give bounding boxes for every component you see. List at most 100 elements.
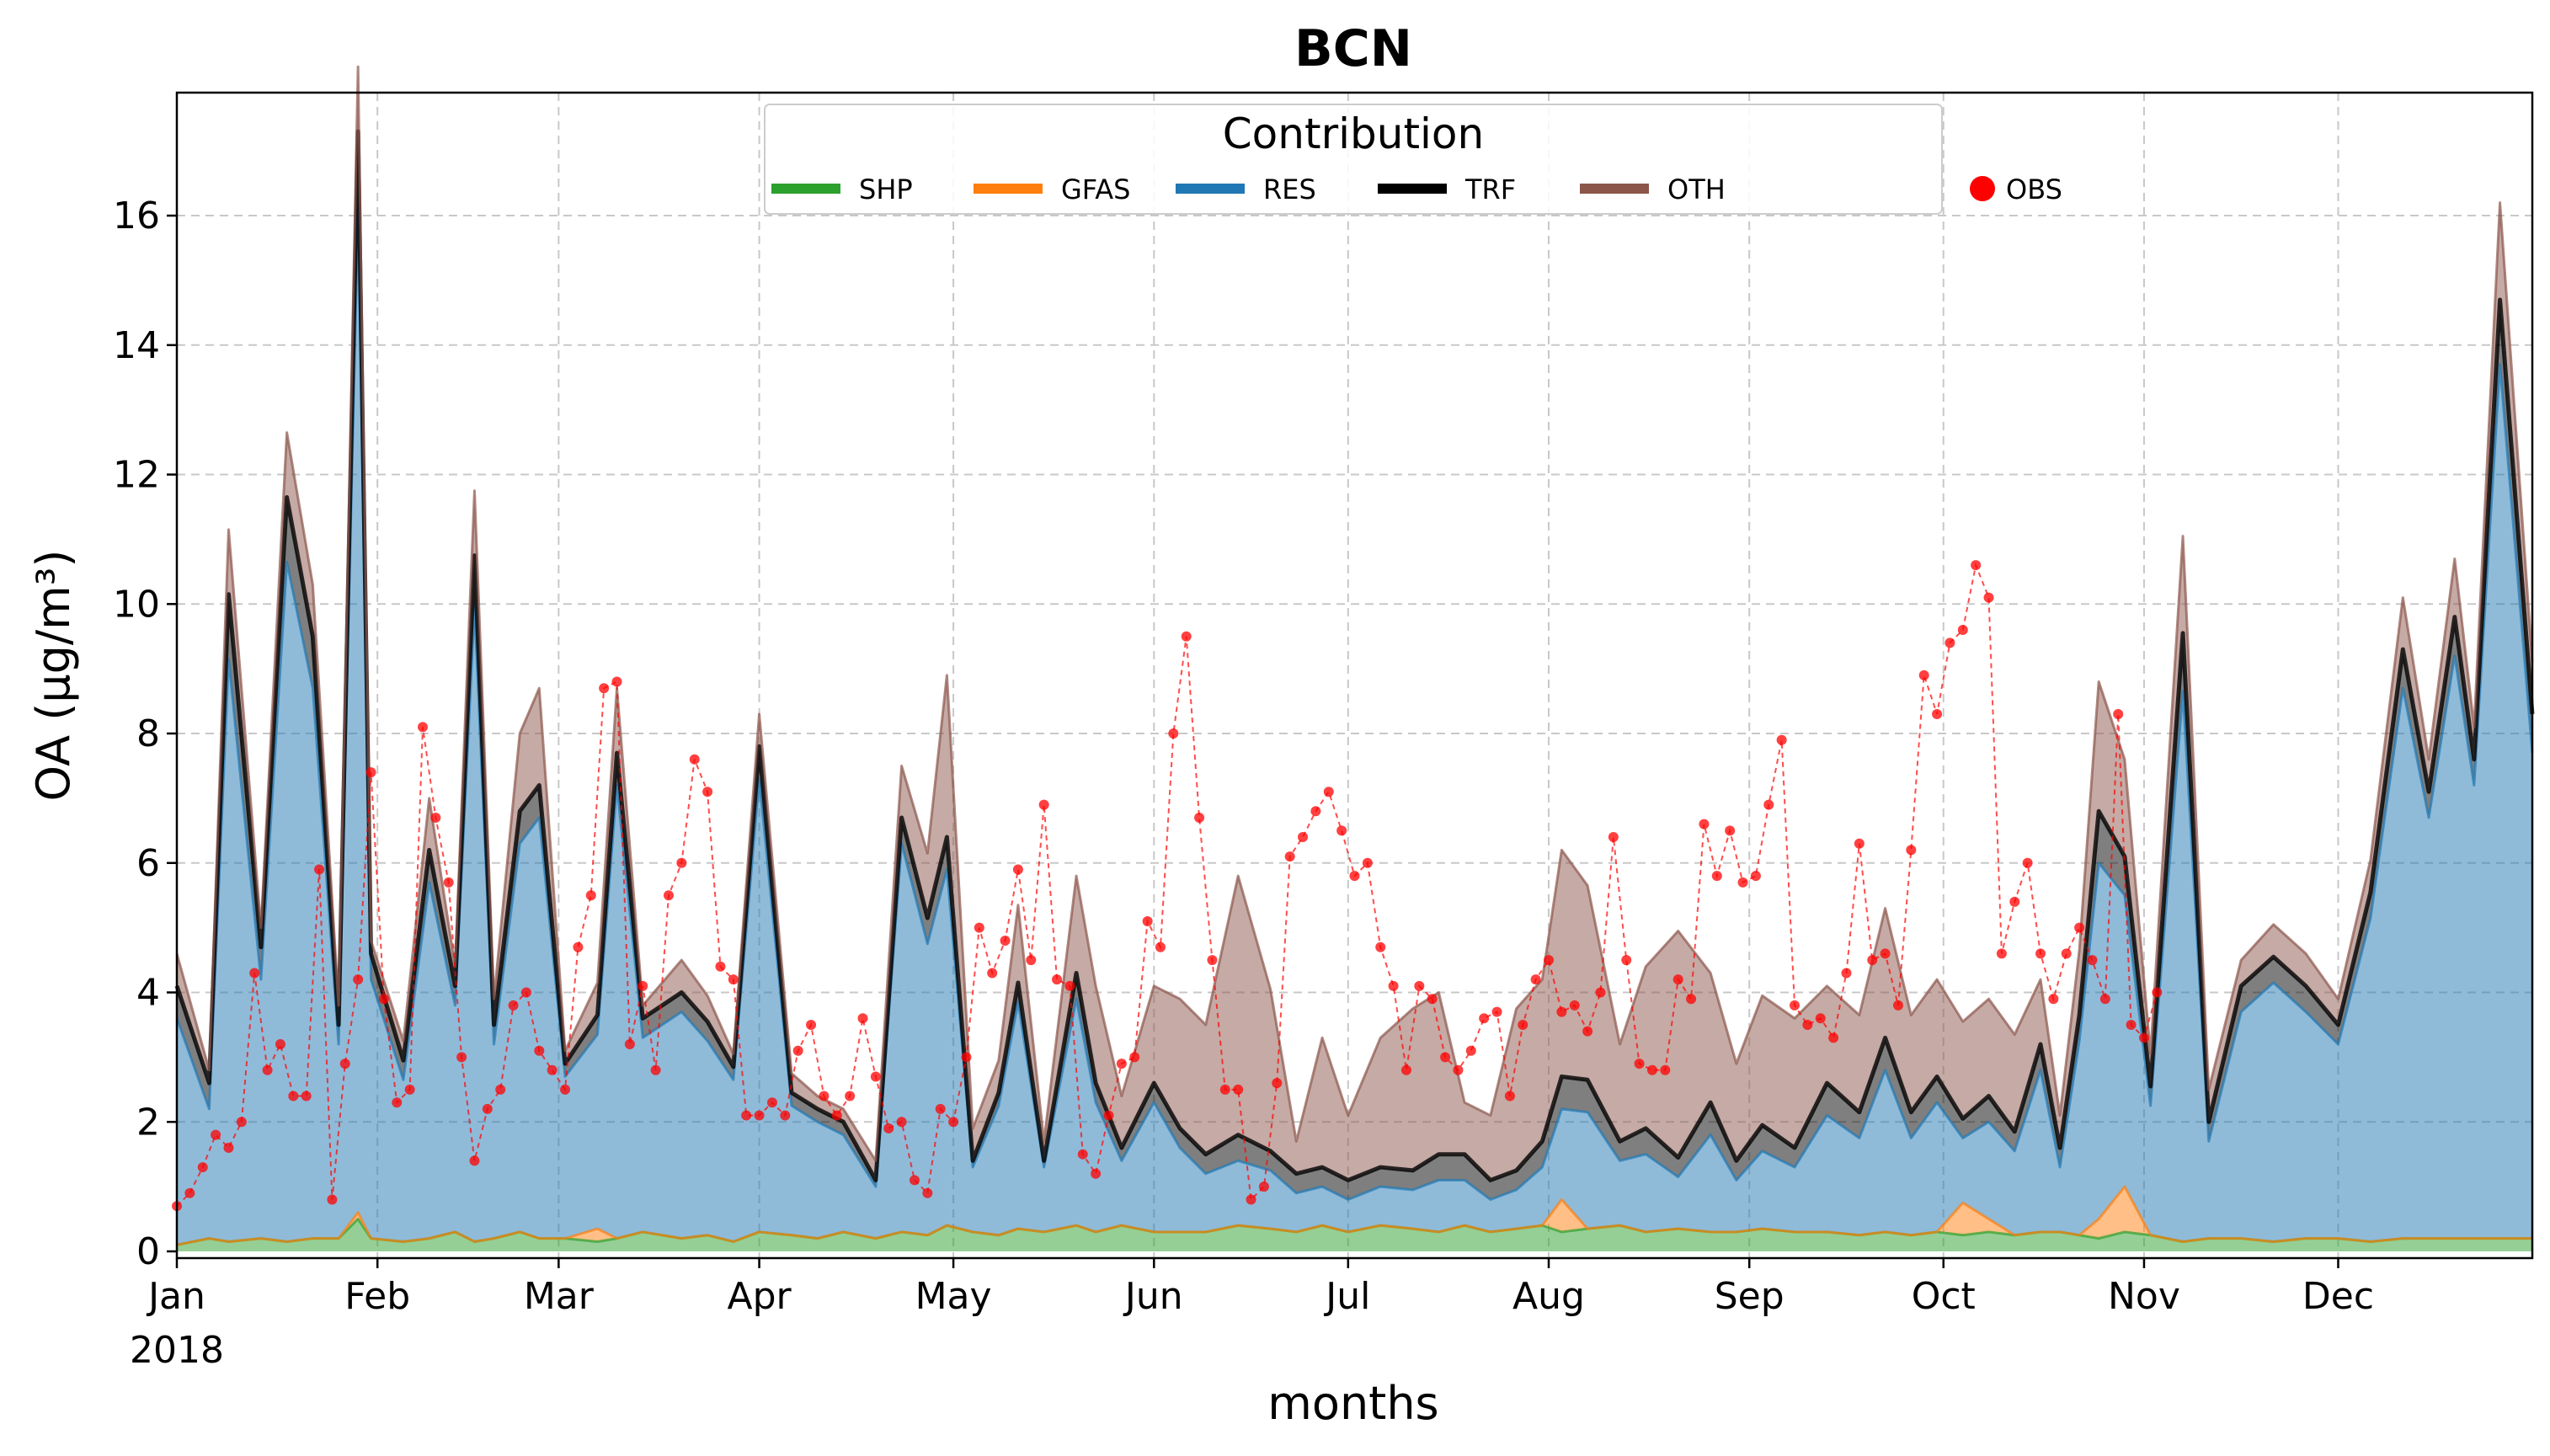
obs-point: [2152, 987, 2163, 998]
y-tick-label: 10: [113, 583, 160, 626]
year-label: 2018: [130, 1329, 224, 1372]
obs-point: [715, 961, 726, 972]
obs-point: [1996, 948, 2007, 959]
obs-point: [1129, 1052, 1140, 1063]
obs-point: [1116, 1059, 1127, 1069]
legend-label-oth: OTH: [1667, 173, 1726, 205]
obs-point: [1349, 871, 1360, 882]
obs-point: [482, 1103, 493, 1114]
obs-point: [223, 1143, 234, 1154]
obs-point: [1465, 1045, 1476, 1056]
obs-point: [585, 890, 596, 901]
line-trf: [174, 129, 2535, 1182]
legend-marker-obs: [1970, 176, 1995, 201]
obs-line: [176, 562, 2158, 1207]
obs-point: [831, 1110, 842, 1121]
x-tick-label: May: [915, 1275, 992, 1318]
obs-point: [1971, 560, 1982, 571]
obs-point: [1362, 857, 1373, 868]
obs-point: [1194, 812, 1205, 823]
obs-point: [689, 754, 700, 765]
y-tick-label: 8: [136, 712, 160, 755]
y-axis-label: OA (μg/m³): [27, 550, 80, 802]
obs-point: [1763, 799, 1774, 810]
obs-point: [2087, 955, 2098, 966]
obs-point: [2074, 922, 2085, 933]
obs-point: [314, 864, 325, 875]
obs-point: [1932, 708, 1943, 719]
obs-point: [1181, 631, 1192, 642]
obs-point: [792, 1045, 803, 1056]
x-axis-label: months: [1267, 1377, 1438, 1430]
x-tick-label: Jun: [1123, 1275, 1183, 1318]
obs-point: [301, 1091, 312, 1101]
stacked-areas: [174, 65, 2535, 1251]
obs-point: [404, 1084, 415, 1095]
obs-point: [974, 922, 984, 933]
legend-label-gfas: GFAS: [1061, 173, 1130, 205]
obs-point: [961, 1052, 972, 1063]
obs-point: [819, 1091, 830, 1101]
obs-point: [935, 1103, 946, 1114]
obs-point: [443, 877, 454, 888]
y-tick-label: 0: [136, 1230, 160, 1273]
obs-point: [1000, 936, 1011, 947]
obs-point: [650, 1064, 661, 1075]
obs-point: [1854, 838, 1864, 849]
obs-point: [1802, 1019, 1813, 1030]
obs-point: [249, 968, 260, 979]
obs-point: [676, 857, 687, 868]
obs-point: [1841, 968, 1852, 979]
x-tick-label: Nov: [2108, 1275, 2180, 1318]
obs-point: [495, 1084, 506, 1095]
obs-point: [1957, 625, 1968, 636]
obs-point: [1038, 799, 1049, 810]
obs-point: [508, 1000, 519, 1011]
obs-point: [780, 1110, 791, 1121]
plot-frame: [175, 91, 2534, 1260]
obs-point: [1595, 987, 1606, 998]
y-axis: 0 2 4 6 8 10 12 14 16: [113, 195, 177, 1273]
obs-point: [1672, 974, 1683, 985]
x-tick-label: Oct: [1912, 1275, 1976, 1318]
obs-point: [611, 676, 622, 687]
obs-point: [1634, 1059, 1645, 1069]
obs-point: [909, 1175, 920, 1186]
obs-point: [1737, 877, 1748, 888]
obs-point: [236, 1117, 247, 1128]
legend-label-shp: SHP: [859, 173, 913, 205]
x-tick-label: Sep: [1715, 1275, 1784, 1318]
obs-point: [1400, 1064, 1411, 1075]
obs-point: [378, 994, 389, 1005]
obs-point: [1867, 955, 1878, 966]
obs-point: [948, 1117, 959, 1128]
obs-point: [197, 1162, 208, 1173]
obs-point: [599, 683, 610, 694]
obs-point: [1427, 994, 1438, 1005]
x-tick-label: Dec: [2302, 1275, 2374, 1318]
line-gfas: [176, 1185, 2532, 1246]
y-tick-label: 14: [113, 324, 160, 367]
legend-label-res: RES: [1263, 173, 1316, 205]
obs-point: [1491, 1006, 1502, 1017]
obs-point: [2035, 948, 2046, 959]
obs-point: [1168, 728, 1179, 739]
x-axis: Jan Feb Mar Apr May Jun Jul Aug Sep Oct Nov Dec: [146, 1258, 2374, 1318]
obs-point: [1608, 832, 1619, 843]
obs-point: [1646, 1064, 1657, 1075]
obs-point: [1298, 832, 1309, 843]
obs-point: [547, 1064, 557, 1075]
obs-point: [365, 767, 376, 778]
obs-point: [1828, 1032, 1839, 1043]
obs-point: [1945, 637, 1955, 648]
obs-point: [2061, 948, 2072, 959]
x-tick-label: Feb: [344, 1275, 410, 1318]
obs-point: [288, 1091, 299, 1101]
obs-point: [1880, 948, 1891, 959]
obs-point: [1077, 1149, 1088, 1160]
obs-point: [2009, 896, 2020, 907]
obs-series: [172, 560, 2163, 1212]
obs-point: [1064, 980, 1075, 991]
line-oth: [175, 65, 2534, 1162]
